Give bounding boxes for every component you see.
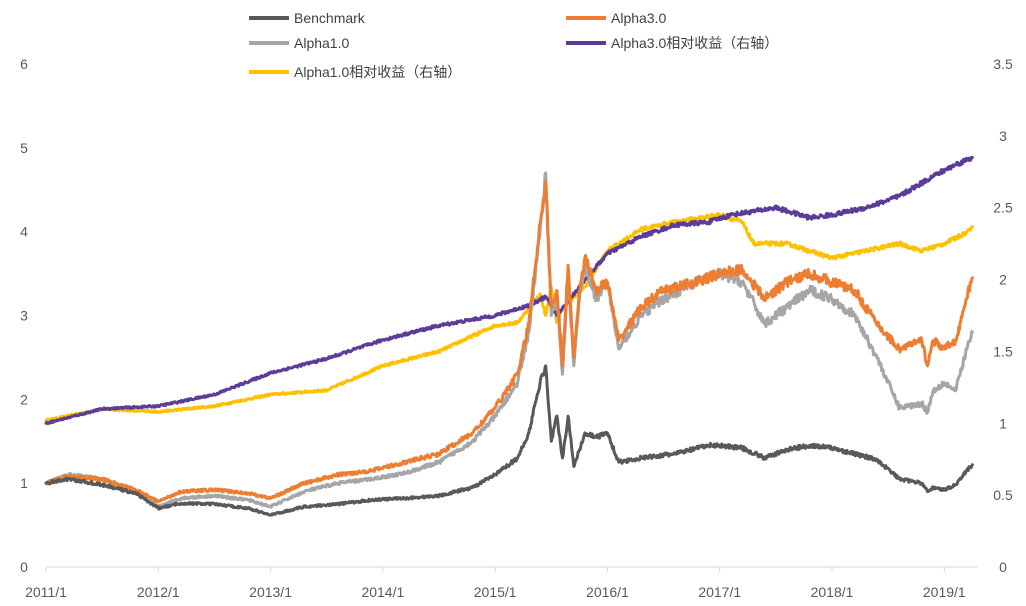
y-tick-label-right: 0 bbox=[999, 559, 1007, 575]
y-tick-label-left: 1 bbox=[20, 475, 28, 491]
x-tick-label: 2013/1 bbox=[249, 584, 292, 600]
y-tick-label-right: 2.5 bbox=[993, 200, 1013, 216]
legend-label: Alpha1.0 bbox=[294, 35, 349, 51]
x-tick-label: 2018/1 bbox=[811, 584, 854, 600]
y-tick-label-left: 6 bbox=[20, 56, 28, 72]
y-tick-label-right: 3 bbox=[999, 128, 1007, 144]
legend-label: Benchmark bbox=[294, 10, 366, 26]
legend-item: Alpha1.0 bbox=[249, 35, 349, 51]
legend-label: Alpha3.0 bbox=[611, 10, 666, 26]
x-tick-label: 2011/1 bbox=[25, 584, 67, 600]
y-tick-label-right: 1 bbox=[999, 415, 1007, 431]
x-tick-label: 2016/1 bbox=[586, 584, 629, 600]
x-tick-label: 2014/1 bbox=[361, 584, 404, 600]
legend-item: Alpha1.0相对收益（右轴） bbox=[249, 64, 461, 80]
series-line-benchmark bbox=[44, 364, 974, 517]
legend-label: Alpha3.0相对收益（右轴） bbox=[611, 35, 778, 51]
series-line-alpha1-0-right-axis bbox=[44, 212, 974, 423]
x-tick-label: 2017/1 bbox=[698, 584, 741, 600]
legend-item: Alpha3.0相对收益（右轴） bbox=[566, 35, 778, 51]
legend-item: Benchmark bbox=[249, 10, 366, 26]
y-tick-label-left: 2 bbox=[20, 391, 28, 407]
y-tick-label-left: 4 bbox=[20, 224, 28, 240]
x-tick-label: 2012/1 bbox=[137, 584, 180, 600]
series-lines bbox=[44, 155, 974, 517]
y-tick-label-right: 2 bbox=[999, 272, 1007, 288]
series-line-alpha1-0 bbox=[44, 171, 974, 509]
y-tick-label-left: 3 bbox=[20, 308, 28, 324]
y-tick-label-left: 5 bbox=[20, 140, 28, 156]
x-tick-label: 2015/1 bbox=[474, 584, 517, 600]
y-tick-label-left: 0 bbox=[20, 559, 28, 575]
y-tick-label-right: 0.5 bbox=[993, 487, 1013, 503]
axes: 0 1 2 3 4 5 6 0 0.5 1 1.5 2 2.5 3 3.5 2011/1 2012/1 2013/… bbox=[20, 56, 1013, 600]
y-tick-label-right: 1.5 bbox=[993, 343, 1013, 359]
series-line-alpha3-0 bbox=[44, 179, 974, 504]
series-line-alpha3-0-right-axis bbox=[44, 155, 974, 426]
legend-item: Alpha3.0 bbox=[566, 10, 666, 26]
x-tick-label: 2019/1 bbox=[923, 584, 966, 600]
y-tick-label-right: 3.5 bbox=[993, 56, 1013, 72]
legend-label: Alpha1.0相对收益（右轴） bbox=[294, 64, 461, 80]
legend: Benchmark Alpha3.0 Alpha1.0 Alpha3.0相对收益（右轴… bbox=[249, 10, 778, 80]
